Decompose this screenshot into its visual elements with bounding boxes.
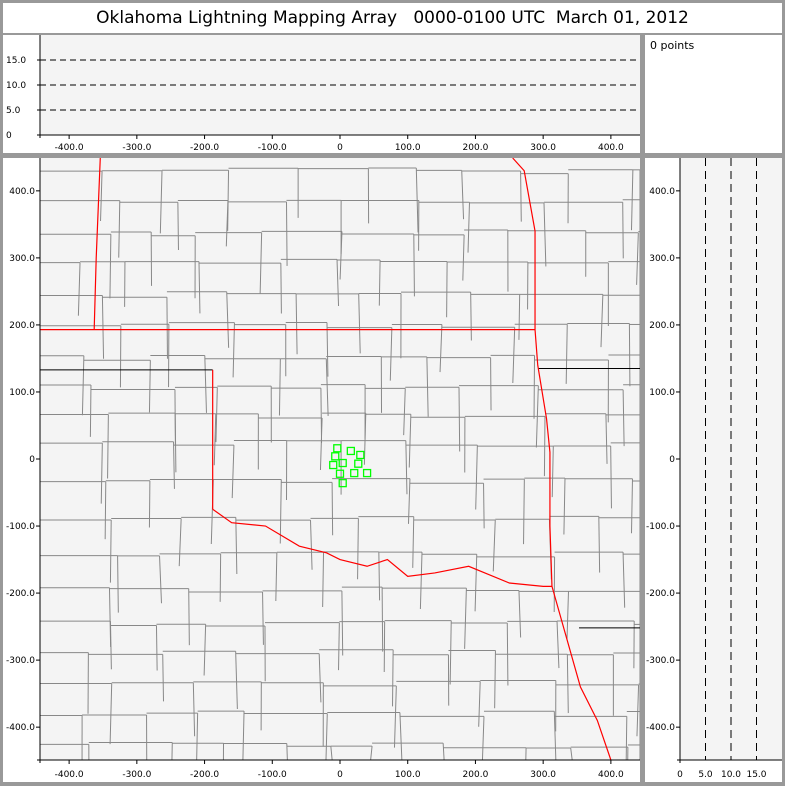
- plan-view-panel[interactable]: -400.0 -300.0 -200.0 -100.0 0 100.0 200.0 300.0…: [3, 158, 640, 782]
- county-line: [382, 587, 383, 652]
- y-tick-label: 5.0: [6, 106, 21, 116]
- y-tick-label: 100.0: [649, 388, 675, 398]
- county-line: [167, 297, 168, 359]
- info-panel: 0 points: [645, 35, 782, 153]
- y-tick-label: 200.0: [649, 321, 675, 331]
- y-tick-label: 300.0: [9, 254, 35, 264]
- x-tick-label: 100.0: [395, 770, 421, 780]
- y-tick-label: -400.0: [6, 723, 35, 733]
- x-tick-label: 10.0: [721, 770, 741, 780]
- county-line: [156, 625, 157, 670]
- y-tick-label: 200.0: [9, 321, 35, 331]
- county-line: [459, 387, 460, 451]
- y-tick-label: -300.0: [6, 656, 35, 666]
- x-tick-label: 100.0: [395, 143, 421, 153]
- x-tick-label: -100.0: [258, 143, 287, 153]
- county-line: [286, 202, 287, 266]
- x-tick-label: 15.0: [746, 770, 766, 780]
- county-line: [393, 650, 394, 707]
- x-tick-label: 400.0: [598, 770, 624, 780]
- y-tick-label: 10.0: [6, 81, 26, 91]
- y-tick-label: -100.0: [6, 522, 35, 532]
- y-tick-label: 0: [6, 131, 12, 141]
- altitude-ns-plot: 0 5.0 10.0 15.0 400.0 300.0 200.0 100.0 0 -100.0 -…: [645, 158, 782, 782]
- county-line: [484, 483, 485, 528]
- y-tick-label: -200.0: [646, 589, 675, 599]
- y-tick-label: 15.0: [6, 56, 26, 66]
- y-tick-label: 100.0: [9, 388, 35, 398]
- y-tick-label: -200.0: [6, 589, 35, 599]
- county-line: [105, 482, 106, 540]
- x-tick-label: -100.0: [258, 770, 287, 780]
- x-tick-label: 0: [337, 770, 343, 780]
- x-tick-label: 200.0: [463, 143, 489, 153]
- county-line: [414, 234, 415, 296]
- x-tick-label: 400.0: [598, 143, 624, 153]
- x-tick-label: -200.0: [190, 143, 219, 153]
- x-tick-label: -300.0: [122, 770, 151, 780]
- chart-title: Oklahoma Lightning Mapping Array 0000-01…: [3, 3, 782, 33]
- x-tick-label: -400.0: [55, 143, 84, 153]
- y-tick-label: 0: [669, 455, 675, 465]
- y-tick-label: 400.0: [649, 187, 675, 197]
- x-tick-label: -400.0: [55, 770, 84, 780]
- plan-view-map[interactable]: -400.0 -300.0 -200.0 -100.0 0 100.0 200.0 300.0…: [3, 158, 640, 782]
- county-line: [178, 202, 179, 250]
- x-tick-label: -200.0: [190, 770, 219, 780]
- points-count: 0 points: [650, 39, 694, 52]
- y-tick-label: -300.0: [646, 656, 675, 666]
- y-tick-label: 0: [29, 455, 35, 465]
- county-line: [281, 263, 282, 313]
- county-line: [332, 482, 333, 535]
- county-line: [471, 292, 472, 340]
- county-line: [189, 589, 190, 646]
- x-tick-label: 200.0: [463, 770, 489, 780]
- altitude-ns-panel: 0 5.0 10.0 15.0 400.0 300.0 200.0 100.0 0 -100.0 -…: [645, 158, 782, 782]
- y-tick-label: -100.0: [646, 522, 675, 532]
- y-tick-label: 400.0: [9, 187, 35, 197]
- y-tick-label: 300.0: [649, 254, 675, 264]
- x-tick-label: 0: [337, 143, 343, 153]
- x-tick-label: 300.0: [530, 770, 556, 780]
- x-tick-label: -300.0: [122, 143, 151, 153]
- altitude-ew-panel: -400.0 -300.0 -200.0 -100.0 0 100.0 200.0 300.0…: [3, 35, 640, 153]
- altitude-ew-plot: -400.0 -300.0 -200.0 -100.0 0 100.0 200.0 300.0…: [3, 35, 640, 153]
- x-tick-label: 0: [677, 770, 683, 780]
- y-tick-label: -400.0: [646, 723, 675, 733]
- x-tick-label: 5.0: [698, 770, 713, 780]
- county-line: [626, 716, 627, 760]
- county-line: [521, 171, 522, 222]
- county-line: [90, 385, 91, 437]
- x-tick-label: 300.0: [530, 143, 556, 153]
- county-line: [623, 202, 624, 258]
